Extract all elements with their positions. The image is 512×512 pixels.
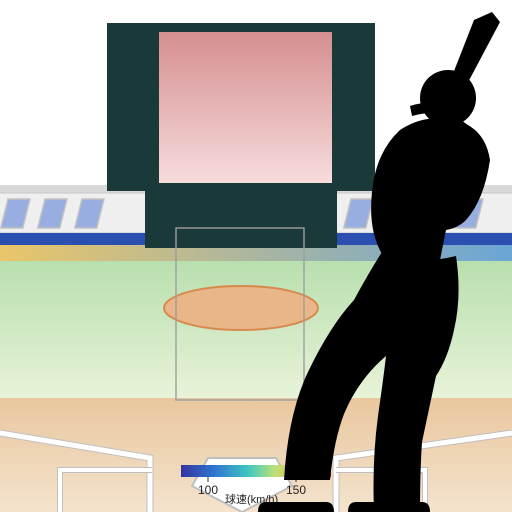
scene-svg: 100150 球速(km/h): [0, 0, 512, 512]
scoreboard-base: [145, 191, 337, 248]
svg-text:100: 100: [198, 483, 218, 497]
pitch-location-chart: 100150 球速(km/h): [0, 0, 512, 512]
scoreboard-screen: [159, 32, 332, 183]
svg-text:150: 150: [286, 483, 306, 497]
pitchers-mound: [164, 286, 318, 330]
